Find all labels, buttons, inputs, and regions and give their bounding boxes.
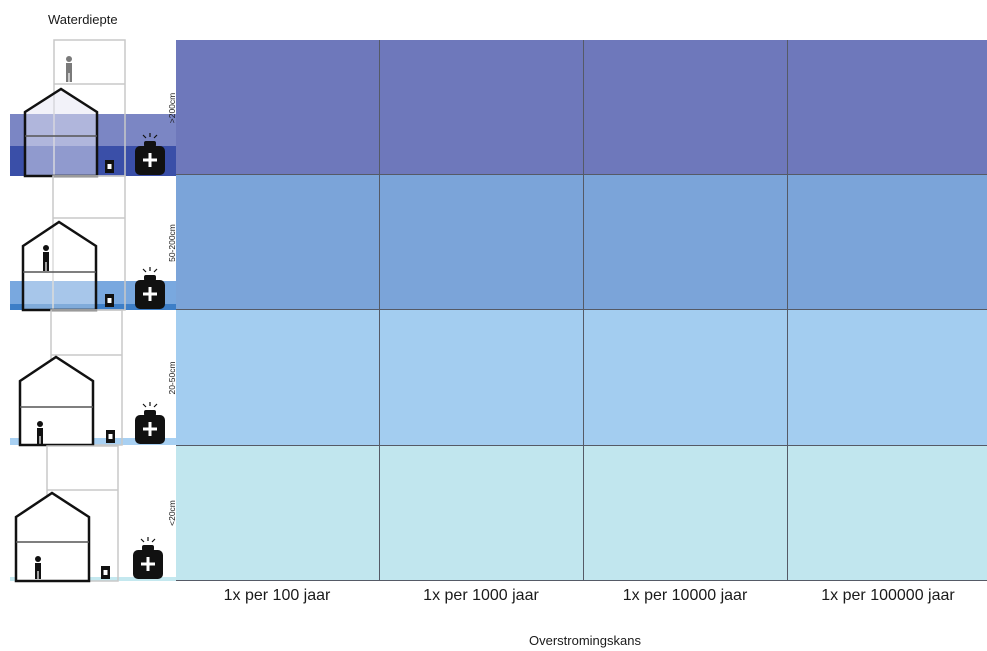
person-icon xyxy=(66,56,72,82)
ambulance-icon xyxy=(133,537,163,579)
matrix-cell xyxy=(380,310,584,446)
column-label-probability: 1x per 100000 jaar xyxy=(821,587,955,604)
matrix-cell xyxy=(584,310,788,446)
matrix-cell xyxy=(584,446,788,581)
illustration-row-3 xyxy=(10,309,176,447)
house-icon xyxy=(14,491,91,583)
column-label-probability: 1x per 100 jaar xyxy=(223,587,331,604)
house-icon xyxy=(18,355,95,447)
illustration-row-2 xyxy=(10,175,176,312)
matrix-cell xyxy=(788,446,987,581)
water-fill xyxy=(10,577,176,581)
electrical-box-icon xyxy=(105,160,114,173)
ambulance-icon xyxy=(135,267,165,309)
column-label-probability: 1x per 10000 jaar xyxy=(622,587,748,604)
house-icon xyxy=(21,220,98,312)
matrix-cell xyxy=(176,175,380,310)
matrix-cell xyxy=(176,446,380,581)
ambulance-icon xyxy=(135,402,165,444)
matrix-cell xyxy=(584,40,788,175)
risk-matrix xyxy=(176,40,987,581)
water-depth-illustrations xyxy=(10,39,176,583)
matrix-cell xyxy=(584,175,788,310)
matrix-cell xyxy=(380,175,584,310)
illustration-row-4 xyxy=(10,445,176,583)
house-icon xyxy=(23,87,99,178)
matrix-cell xyxy=(788,40,987,175)
column-label-probability: 1x per 1000 jaar xyxy=(423,587,539,604)
electrical-box-icon xyxy=(106,430,115,443)
person-icon xyxy=(35,556,41,579)
matrix-cell xyxy=(788,310,987,446)
matrix-cell xyxy=(380,446,584,581)
electrical-box-icon xyxy=(105,294,114,307)
person-icon xyxy=(37,421,43,444)
person-icon xyxy=(43,245,49,271)
matrix-cell xyxy=(380,40,584,175)
water-fill xyxy=(10,304,176,310)
matrix-cell xyxy=(176,40,380,175)
water-fill xyxy=(10,281,176,304)
matrix-cell xyxy=(176,310,380,446)
electrical-box-icon xyxy=(101,566,110,579)
matrix-cell xyxy=(788,175,987,310)
y-axis-title: Waterdiepte xyxy=(48,12,118,27)
x-axis-title: Overstromingskans xyxy=(529,633,641,648)
illustration-row-1 xyxy=(10,39,176,178)
ambulance-icon xyxy=(135,133,165,175)
